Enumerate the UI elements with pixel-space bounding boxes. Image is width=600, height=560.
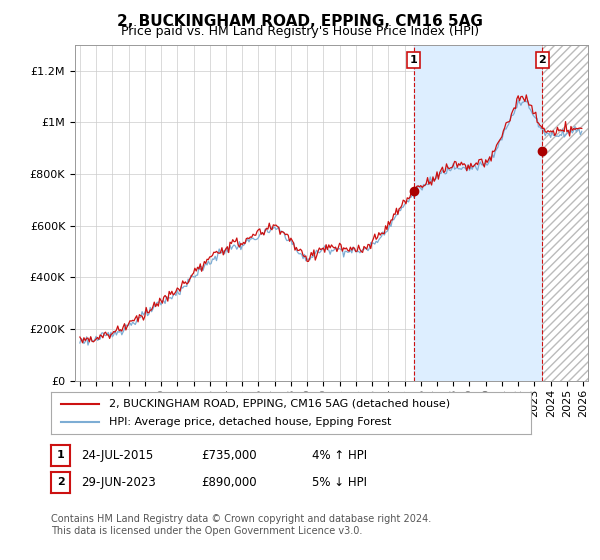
Text: Price paid vs. HM Land Registry's House Price Index (HPI): Price paid vs. HM Land Registry's House … (121, 25, 479, 38)
Text: HPI: Average price, detached house, Epping Forest: HPI: Average price, detached house, Eppi… (109, 417, 391, 427)
Text: 2: 2 (539, 55, 546, 65)
Bar (542, 45, 588, 381)
Text: £735,000: £735,000 (201, 449, 257, 462)
Text: Contains HM Land Registry data © Crown copyright and database right 2024.
This d: Contains HM Land Registry data © Crown c… (51, 514, 431, 536)
Text: 29-JUN-2023: 29-JUN-2023 (81, 475, 156, 489)
Bar (542, 45, 588, 381)
Text: 2, BUCKINGHAM ROAD, EPPING, CM16 5AG: 2, BUCKINGHAM ROAD, EPPING, CM16 5AG (117, 14, 483, 29)
Text: 24-JUL-2015: 24-JUL-2015 (81, 449, 153, 462)
Text: 2, BUCKINGHAM ROAD, EPPING, CM16 5AG (detached house): 2, BUCKINGHAM ROAD, EPPING, CM16 5AG (de… (109, 399, 450, 409)
Text: 2: 2 (57, 477, 64, 487)
Bar (542, 45, 588, 381)
Text: £890,000: £890,000 (201, 475, 257, 489)
Text: 5% ↓ HPI: 5% ↓ HPI (312, 475, 367, 489)
Text: 1: 1 (410, 55, 418, 65)
Text: 4% ↑ HPI: 4% ↑ HPI (312, 449, 367, 462)
Bar (413, 45, 542, 381)
Text: 1: 1 (57, 450, 64, 460)
